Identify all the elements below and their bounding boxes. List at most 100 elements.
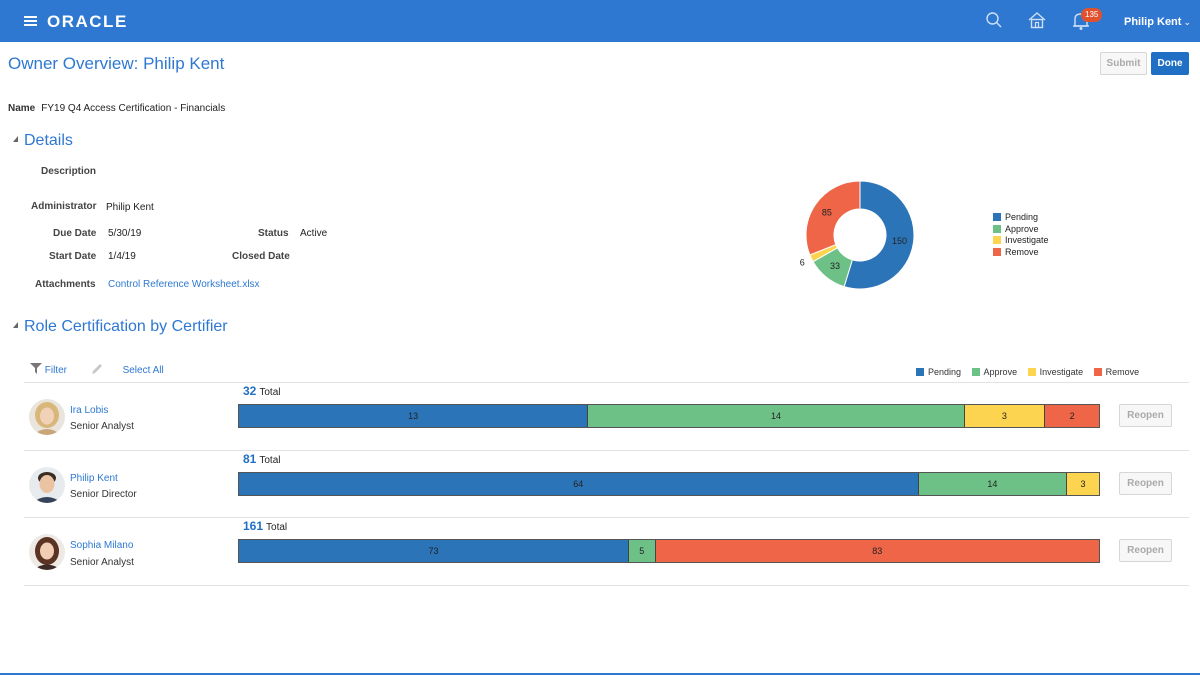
- details-section-header[interactable]: Details: [13, 132, 73, 150]
- legend-label: Approve: [1005, 223, 1039, 234]
- role-certification-heading: Role Certification by Certifier: [24, 318, 228, 335]
- avatar: [29, 467, 65, 503]
- legend-label: Remove: [1005, 247, 1039, 258]
- certifier-name-link[interactable]: Ira Lobis: [70, 405, 109, 416]
- bar-segment-pending[interactable]: 64: [239, 473, 919, 495]
- remove-swatch: [1093, 368, 1102, 376]
- investigate-swatch: [993, 236, 1001, 245]
- bar-segment-pending[interactable]: 73: [239, 540, 629, 562]
- search-icon[interactable]: [985, 11, 1005, 31]
- donut-legend: Pending Approve Investigate Remove: [993, 212, 1049, 259]
- notification-count-badge: 135: [1081, 8, 1103, 22]
- reopen-button[interactable]: Reopen: [1119, 472, 1172, 495]
- filter-label: Filter: [44, 365, 68, 376]
- certification-stacked-bar[interactable]: 73 5 83: [238, 539, 1100, 563]
- row-total: 32 Total: [243, 384, 280, 398]
- filter-button[interactable]: Filter: [30, 363, 70, 376]
- select-all-link[interactable]: Select All: [122, 365, 164, 376]
- certifier-name-link[interactable]: Sophia Milano: [70, 540, 134, 551]
- total-count: 161: [243, 519, 264, 533]
- top-bar: ORACLE 135 Philip Kent ⌄: [0, 0, 1200, 42]
- remove-swatch: [993, 248, 1001, 257]
- donut-slice-pending[interactable]: [843, 180, 915, 290]
- divider: [24, 382, 1189, 383]
- certifier-toolbar: Filter Select All: [30, 362, 164, 376]
- administrator-label: Administrator: [31, 201, 97, 212]
- donut-value-label: 150: [892, 236, 907, 246]
- row-total: 81 Total: [243, 452, 280, 466]
- bar-segment-approve[interactable]: 5: [628, 540, 656, 562]
- home-icon[interactable]: [1027, 11, 1047, 31]
- certifier-name-link[interactable]: Philip Kent: [70, 473, 118, 484]
- collapse-triangle-icon[interactable]: [13, 136, 18, 142]
- legend-item-approve: Approve: [993, 224, 1049, 236]
- description-label: Description: [41, 166, 97, 177]
- chevron-down-icon: ⌄: [1183, 17, 1191, 27]
- bar-segment-remove[interactable]: 2: [1045, 405, 1099, 427]
- avatar: [29, 399, 65, 435]
- avatar: [29, 534, 65, 570]
- bar-segment-remove[interactable]: 83: [655, 540, 1099, 562]
- role-certification-section-header[interactable]: Role Certification by Certifier: [13, 318, 228, 336]
- administrator-value: Philip Kent: [106, 202, 154, 213]
- legend-item-remove: Remove: [1093, 367, 1140, 377]
- bar-segment-approve[interactable]: 14: [588, 405, 965, 427]
- menu-icon[interactable]: [24, 16, 37, 26]
- name-value: FY19 Q4 Access Certification - Financial…: [41, 103, 226, 114]
- bottom-border: [0, 673, 1200, 675]
- certification-stacked-bar[interactable]: 13 14 3 2: [238, 404, 1100, 428]
- filter-icon: [30, 363, 42, 374]
- user-name: Philip Kent: [1124, 16, 1182, 28]
- divider: [24, 450, 1189, 451]
- bar-segment-investigate[interactable]: 3: [1067, 473, 1099, 495]
- bar-segment-investigate[interactable]: 3: [964, 405, 1046, 427]
- donut-svg: 150 33 6 85: [800, 180, 915, 290]
- done-button[interactable]: Done: [1151, 52, 1189, 75]
- total-label: Total: [259, 387, 281, 398]
- attachment-link[interactable]: Control Reference Worksheet.xlsx: [108, 279, 260, 290]
- reopen-button[interactable]: Reopen: [1119, 539, 1172, 562]
- due-date-label: Due Date: [53, 228, 97, 239]
- donut-value-label: 85: [822, 208, 832, 218]
- bar-segment-pending[interactable]: 13: [239, 405, 589, 427]
- legend-item-pending: Pending: [916, 367, 961, 377]
- legend-label: Pending: [1005, 212, 1039, 222]
- total-label: Total: [266, 522, 288, 533]
- row-total: 161 Total: [243, 519, 287, 533]
- donut-value-label: 6: [800, 258, 805, 268]
- attachments-label: Attachments: [35, 279, 96, 290]
- submit-button[interactable]: Submit: [1100, 52, 1147, 75]
- legend-item-remove: Remove: [993, 247, 1049, 259]
- start-date-label: Start Date: [49, 251, 97, 262]
- legend-item-investigate: Investigate: [1027, 367, 1083, 377]
- status-value: Active: [300, 228, 328, 239]
- divider: [24, 585, 1189, 586]
- investigate-swatch: [1027, 368, 1036, 376]
- reopen-button[interactable]: Reopen: [1119, 404, 1172, 427]
- details-heading: Details: [24, 132, 73, 149]
- status-donut-chart: 150 33 6 85: [795, 172, 925, 302]
- certification-stacked-bar[interactable]: 64 14 3: [238, 472, 1100, 496]
- legend-label: Investigate: [1005, 235, 1049, 246]
- legend-label: Pending: [928, 367, 962, 377]
- pending-swatch: [916, 368, 924, 376]
- edit-icon[interactable]: [90, 362, 104, 376]
- total-label: Total: [259, 455, 281, 466]
- collapse-triangle-icon[interactable]: [13, 322, 18, 328]
- bar-segment-approve[interactable]: 14: [918, 473, 1068, 495]
- pending-swatch: [993, 213, 1001, 221]
- certifier-title: Senior Analyst: [70, 421, 134, 432]
- total-count: 32: [243, 384, 257, 398]
- certifier-title: Senior Analyst: [70, 557, 134, 568]
- start-date-value: 1/4/19: [108, 251, 136, 262]
- closed-date-label: Closed Date: [232, 251, 290, 262]
- legend-label: Approve: [983, 367, 1018, 377]
- legend-item-approve: Approve: [971, 367, 1018, 377]
- due-date-value: 5/30/19: [108, 228, 142, 239]
- user-menu[interactable]: Philip Kent ⌄: [1124, 16, 1191, 28]
- oracle-logo: ORACLE: [47, 12, 128, 31]
- donut-slice-remove[interactable]: [805, 180, 861, 256]
- page-title: Owner Overview: Philip Kent: [8, 54, 225, 73]
- legend-label: Remove: [1105, 367, 1140, 377]
- legend-item-pending: Pending: [993, 212, 1049, 224]
